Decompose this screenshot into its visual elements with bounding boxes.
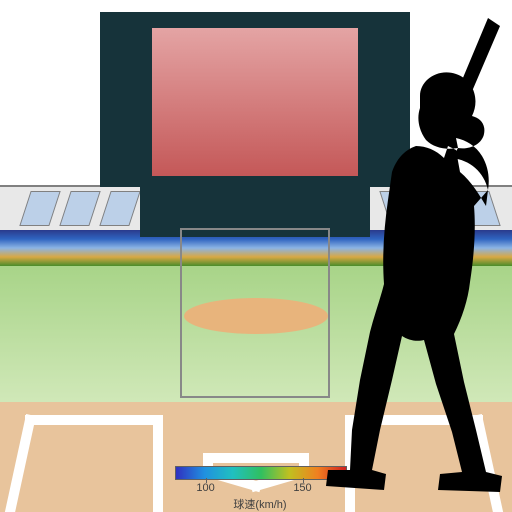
pitch-location-diagram: 100150球速(km/h) [0, 0, 512, 512]
batter-silhouette [0, 0, 512, 512]
